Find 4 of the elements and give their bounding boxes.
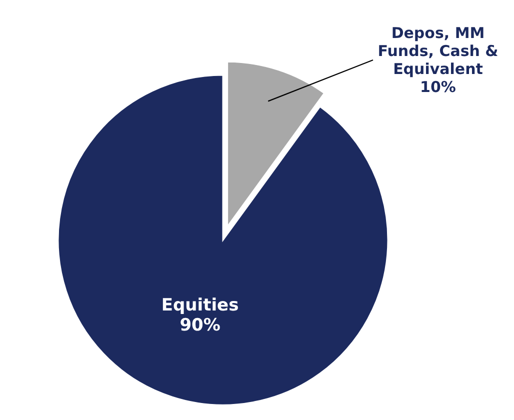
data-label: 10% <box>420 78 456 96</box>
slice-label: Depos, MM Funds, Cash & Equivalent <box>378 24 498 78</box>
data-label: 90% <box>180 316 220 336</box>
slice-label: Equities <box>161 296 239 316</box>
